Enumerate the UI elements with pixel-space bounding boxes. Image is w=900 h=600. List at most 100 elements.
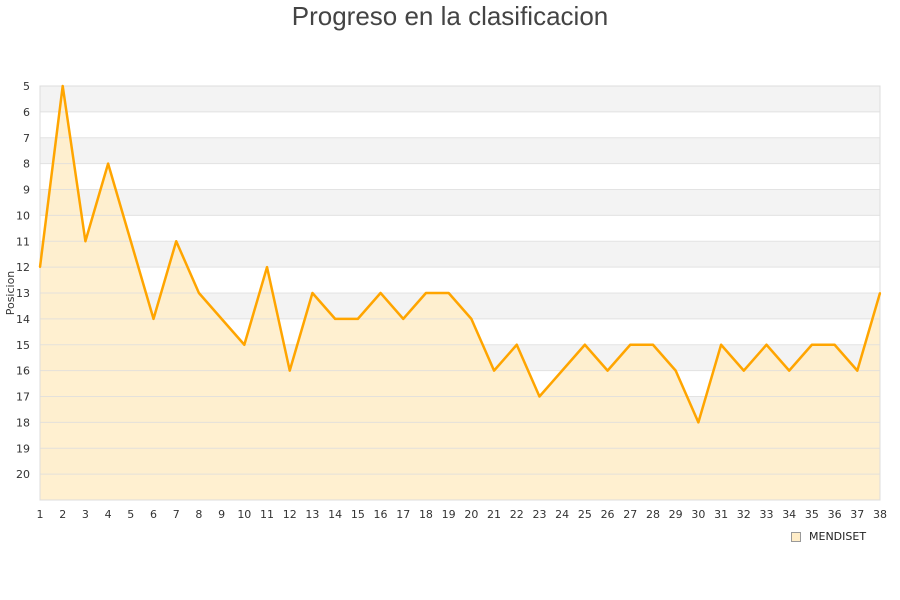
y-tick-label: 13 bbox=[16, 287, 30, 300]
y-tick-label: 10 bbox=[16, 209, 30, 222]
x-tick-label: 1 bbox=[37, 508, 44, 521]
data-point bbox=[334, 317, 337, 320]
y-axis-label: Posicion bbox=[4, 271, 17, 316]
data-point bbox=[220, 317, 223, 320]
x-tick-label: 34 bbox=[782, 508, 796, 521]
data-point bbox=[879, 292, 881, 294]
data-point bbox=[720, 343, 723, 346]
data-point bbox=[674, 369, 677, 372]
grid-band bbox=[40, 163, 880, 190]
y-tick-label: 14 bbox=[16, 313, 30, 326]
legend-swatch bbox=[791, 531, 801, 542]
y-tick-label: 7 bbox=[23, 132, 30, 145]
grid-band bbox=[40, 189, 880, 216]
data-point bbox=[39, 266, 41, 269]
y-tick-label: 9 bbox=[23, 184, 30, 197]
x-tick-label: 6 bbox=[150, 508, 157, 521]
data-point bbox=[856, 369, 859, 372]
x-tick-label: 24 bbox=[555, 508, 569, 521]
data-point bbox=[583, 343, 586, 346]
x-tick-label: 33 bbox=[759, 508, 773, 521]
y-tick-label: 16 bbox=[16, 365, 30, 378]
data-point bbox=[538, 395, 541, 398]
data-point bbox=[243, 343, 246, 346]
grid-band bbox=[40, 215, 880, 242]
y-tick-label: 15 bbox=[16, 339, 30, 352]
x-tick-label: 20 bbox=[464, 508, 478, 521]
data-point bbox=[288, 369, 291, 372]
y-tick-label: 12 bbox=[16, 261, 30, 274]
x-tick-label: 2 bbox=[59, 508, 66, 521]
data-point bbox=[356, 317, 359, 320]
x-tick-label: 3 bbox=[82, 508, 89, 521]
x-tick-label: 37 bbox=[850, 508, 864, 521]
x-tick-label: 14 bbox=[328, 508, 342, 521]
data-point bbox=[515, 343, 518, 346]
x-tick-label: 23 bbox=[532, 508, 546, 521]
data-point bbox=[833, 343, 836, 346]
data-point bbox=[152, 317, 155, 320]
y-tick-label: 18 bbox=[16, 416, 30, 429]
data-point bbox=[606, 369, 609, 372]
x-tick-label: 31 bbox=[714, 508, 728, 521]
data-point bbox=[447, 292, 450, 294]
x-tick-label: 10 bbox=[237, 508, 251, 521]
grid-band bbox=[40, 86, 880, 112]
x-tick-label: 11 bbox=[260, 508, 274, 521]
x-tick-label: 22 bbox=[510, 508, 524, 521]
x-tick-label: 30 bbox=[691, 508, 705, 521]
x-tick-label: 12 bbox=[283, 508, 297, 521]
x-tick-label: 17 bbox=[396, 508, 410, 521]
data-point bbox=[311, 292, 314, 294]
grid-band bbox=[40, 111, 880, 138]
data-point bbox=[561, 369, 564, 372]
x-tick-label: 4 bbox=[105, 508, 112, 521]
data-point bbox=[424, 292, 427, 294]
x-tick-label: 18 bbox=[419, 508, 433, 521]
y-tick-label: 19 bbox=[16, 442, 30, 455]
y-tick-label: 17 bbox=[16, 391, 30, 404]
grid-band bbox=[40, 137, 880, 164]
series-line bbox=[38, 84, 882, 424]
data-point bbox=[742, 369, 745, 372]
y-tick-label: 6 bbox=[23, 106, 30, 119]
legend-label: MENDISET bbox=[809, 530, 867, 543]
x-tick-label: 25 bbox=[578, 508, 592, 521]
x-tick-label: 27 bbox=[623, 508, 637, 521]
data-point bbox=[129, 240, 132, 243]
data-point bbox=[107, 162, 110, 165]
data-point bbox=[810, 343, 813, 346]
x-tick-label: 19 bbox=[442, 508, 456, 521]
data-point bbox=[788, 369, 791, 372]
y-tick-label: 20 bbox=[16, 468, 30, 481]
y-tick-label: 5 bbox=[23, 80, 30, 93]
x-tick-label: 13 bbox=[305, 508, 319, 521]
x-tick-label: 32 bbox=[737, 508, 751, 521]
data-point bbox=[61, 85, 64, 87]
y-tick-label: 8 bbox=[23, 158, 30, 171]
data-point bbox=[84, 240, 87, 243]
x-tick-label: 28 bbox=[646, 508, 660, 521]
x-tick-label: 21 bbox=[487, 508, 501, 521]
x-tick-label: 16 bbox=[374, 508, 388, 521]
x-tick-label: 15 bbox=[351, 508, 365, 521]
x-tick-label: 26 bbox=[601, 508, 615, 521]
data-point bbox=[379, 292, 382, 294]
data-point bbox=[175, 240, 178, 243]
data-point bbox=[697, 421, 700, 424]
data-point bbox=[765, 343, 768, 346]
x-tick-label: 29 bbox=[669, 508, 683, 521]
x-tick-label: 38 bbox=[873, 508, 887, 521]
data-point bbox=[629, 343, 632, 346]
legend[interactable]: MENDISET bbox=[791, 530, 866, 543]
x-tick-label: 8 bbox=[195, 508, 202, 521]
grid-band bbox=[40, 241, 880, 268]
x-tick-label: 9 bbox=[218, 508, 225, 521]
data-point bbox=[402, 317, 405, 320]
data-point bbox=[493, 369, 496, 372]
x-tick-label: 35 bbox=[805, 508, 819, 521]
x-tick-label: 36 bbox=[828, 508, 842, 521]
data-point bbox=[197, 292, 200, 294]
data-point bbox=[651, 343, 654, 346]
